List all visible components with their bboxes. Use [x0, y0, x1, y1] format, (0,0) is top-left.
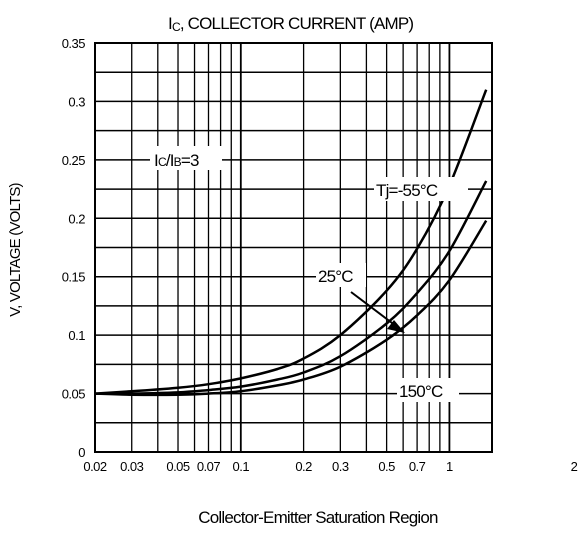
- y-axis-label: V, VOLTAGE (VOLTS): [7, 182, 24, 316]
- y-tick-label: 0: [78, 445, 85, 460]
- x-tick-label: 0.2: [295, 459, 312, 474]
- t25-arrow-head: [387, 320, 405, 333]
- x-tick-label: 0.05: [166, 459, 190, 474]
- y-tick-label: 0.15: [62, 270, 86, 285]
- x-tick-label: 0.07: [197, 459, 221, 474]
- chart-title: IC, COLLECTOR CURRENT (AMP): [168, 14, 413, 34]
- y-tick-label: 0.2: [68, 211, 85, 226]
- x-tick-label: 0.3: [332, 459, 349, 474]
- y-tick-label: 0.35: [62, 36, 86, 51]
- condition-label-bg: [150, 146, 222, 170]
- y-tick-label: 0.05: [62, 387, 86, 402]
- x-tick-label: 2: [571, 459, 578, 474]
- y-tick-labels: 0 0.05 0.1 0.15 0.2 0.25 0.3 0.35: [62, 36, 86, 460]
- t25-label-bg: [316, 263, 366, 287]
- condition-label: IC/IB=3: [154, 151, 199, 170]
- x-tick-label: 0.02: [83, 459, 107, 474]
- x-tick-label: 1: [446, 459, 453, 474]
- tj-label: Tj=-55°C: [376, 181, 438, 200]
- x-tick-labels: 0.02 0.03 0.05 0.07 0.1 0.2 0.3 0.5 0.7 1 2: [83, 459, 578, 474]
- y-tick-label: 0.1: [68, 328, 85, 343]
- t150-label-bg: [397, 378, 459, 402]
- plot-frame: [94, 42, 493, 453]
- tj-label-bg: [374, 177, 468, 201]
- t25-label: 25°C: [318, 267, 353, 286]
- t150-label: 150°C: [399, 382, 443, 401]
- x-tick-label: 0.7: [409, 459, 426, 474]
- curves: [94, 89, 488, 397]
- x-tick-label: 0.5: [378, 459, 395, 474]
- x-axis-label: Collector-Emitter Saturation Region: [198, 508, 438, 527]
- x-tick-label: 0.1: [233, 459, 250, 474]
- y-tick-label: 0.3: [68, 94, 85, 109]
- series-line-tj-minus55: [94, 89, 488, 395]
- t25-arrow-line: [350, 291, 397, 327]
- x-tick-label: 0.03: [120, 459, 144, 474]
- series-line-25c: [94, 180, 488, 395]
- series-line-150c: [94, 219, 488, 397]
- y-tick-label: 0.25: [62, 153, 86, 168]
